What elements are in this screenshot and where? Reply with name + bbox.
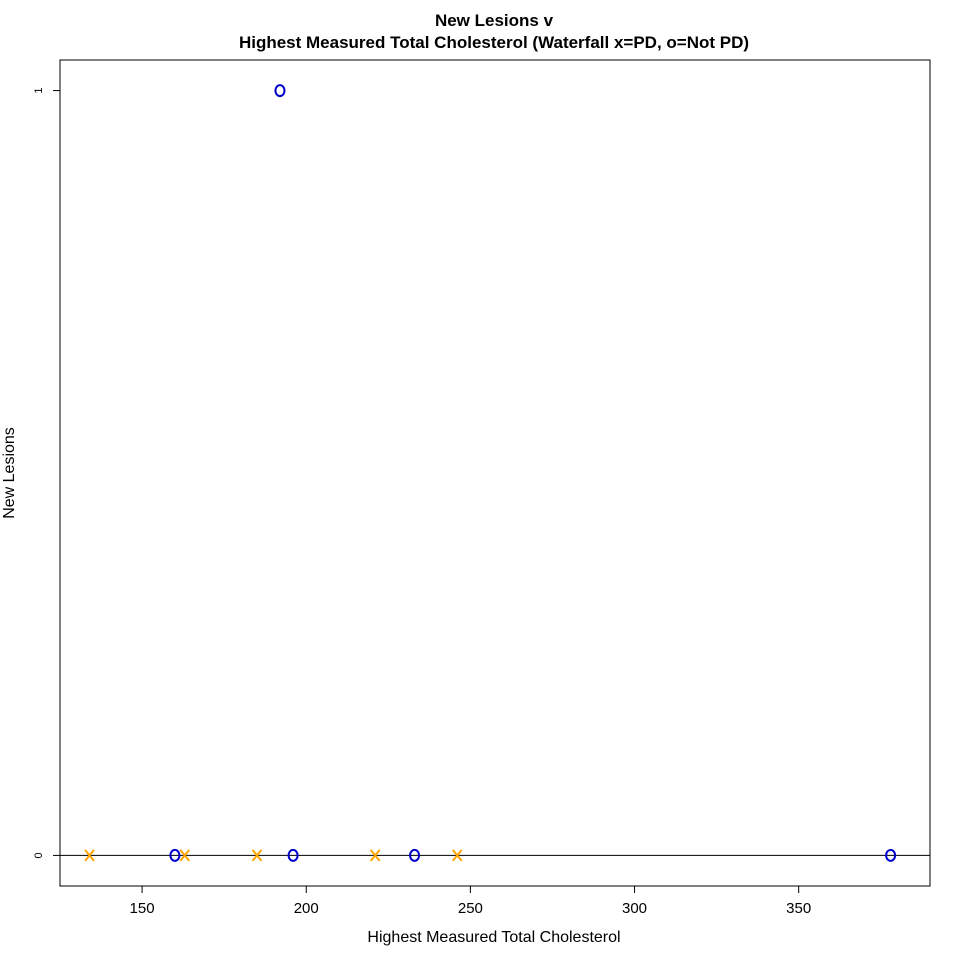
x-tick-label: 300 xyxy=(622,900,647,917)
x-axis-label: Highest Measured Total Cholesterol xyxy=(367,929,620,946)
not-pd-o-marker xyxy=(409,848,421,862)
not-pd-o-marker xyxy=(274,84,286,98)
pd-x-marker xyxy=(451,849,463,862)
x-tick-label: 350 xyxy=(786,900,811,917)
x-tick-label: 150 xyxy=(130,900,155,917)
x-tick-label: 200 xyxy=(294,900,319,917)
plot-frame xyxy=(59,59,931,887)
y-tick-label: 0 xyxy=(33,852,45,858)
pd-x-marker xyxy=(251,849,263,862)
pd-x-marker xyxy=(179,849,191,862)
y-tick-label: 1 xyxy=(33,88,45,94)
x-axis: 150 200 250 300 350 xyxy=(130,886,811,917)
pd-x-marker xyxy=(369,849,381,862)
x-tick-label: 250 xyxy=(458,900,483,917)
chart-title: New Lesions v xyxy=(435,11,554,30)
pd-x-marker xyxy=(84,849,95,862)
chart-subtitle: Highest Measured Total Cholesterol (Wate… xyxy=(239,33,749,52)
not-pd-o-marker xyxy=(169,848,181,862)
y-axis: 01 xyxy=(33,88,60,858)
not-pd-o-marker xyxy=(287,848,299,862)
y-axis-label: New Lesions xyxy=(1,427,18,519)
not-pd-o-marker xyxy=(885,848,897,862)
data-points xyxy=(84,84,897,862)
